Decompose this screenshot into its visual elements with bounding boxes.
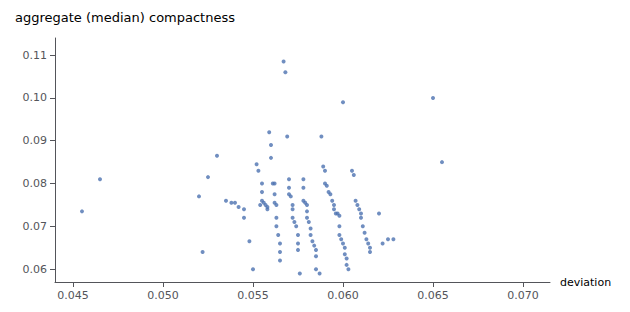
svg-text:0.055: 0.055 bbox=[237, 289, 269, 302]
svg-text:0.070: 0.070 bbox=[507, 289, 539, 302]
svg-text:0.11: 0.11 bbox=[23, 49, 48, 62]
svg-text:0.050: 0.050 bbox=[147, 289, 179, 302]
svg-text:0.065: 0.065 bbox=[417, 289, 449, 302]
svg-text:0.10: 0.10 bbox=[23, 91, 48, 104]
svg-text:0.09: 0.09 bbox=[23, 134, 48, 147]
svg-text:0.060: 0.060 bbox=[327, 289, 359, 302]
svg-text:0.045: 0.045 bbox=[57, 289, 89, 302]
svg-text:0.08: 0.08 bbox=[23, 177, 48, 190]
svg-text:0.07: 0.07 bbox=[23, 220, 48, 233]
svg-text:aggregate (median) compactness: aggregate (median) compactness bbox=[15, 10, 235, 25]
svg-text:0.06: 0.06 bbox=[23, 263, 48, 276]
svg-text:deviation: deviation bbox=[560, 276, 611, 289]
